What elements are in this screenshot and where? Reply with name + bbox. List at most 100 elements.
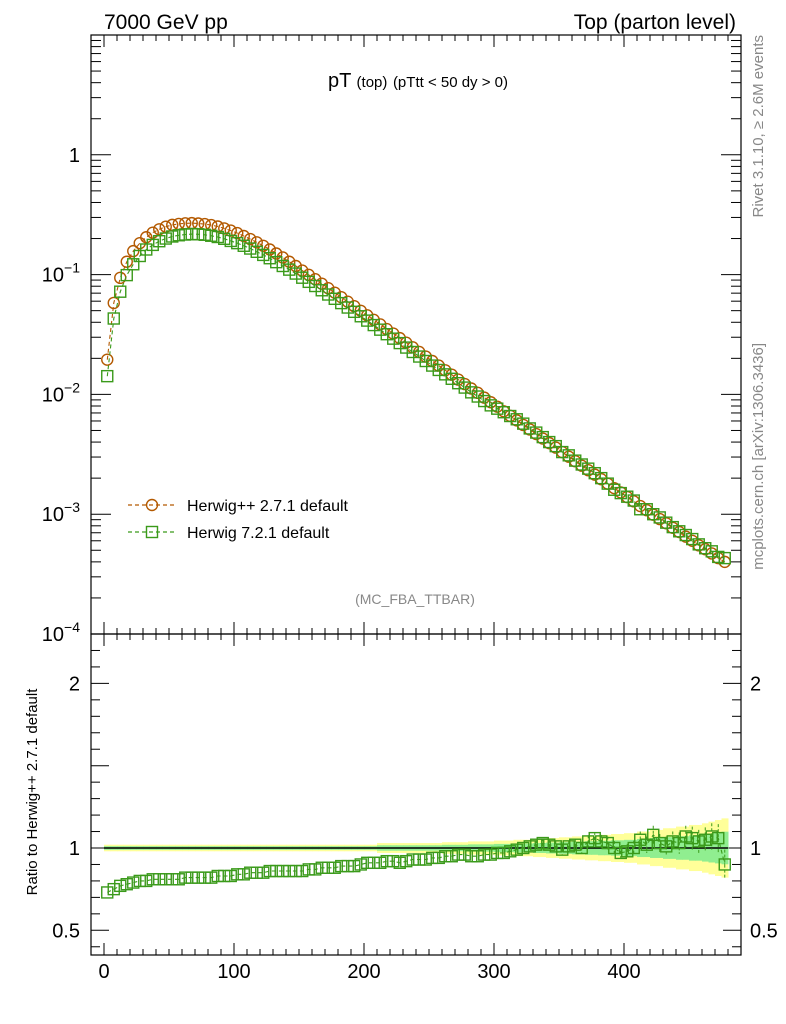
ratio-data-point-square [569,838,582,851]
ratio-data-point-square [361,856,374,870]
main-y-tick-label: 10−1 [42,260,80,287]
data-point-square [387,332,400,345]
ratio-data-point-square [718,858,731,871]
ratio-frame [90,633,742,956]
data-point-square [309,279,322,293]
ratio-data-point-square [614,846,627,860]
ratio-data-point-square [484,848,497,861]
data-point-square [530,426,543,439]
data-point-square [673,525,686,538]
ratio-data-point-square [543,838,556,851]
ratio-data-point-square [231,868,244,881]
ratio-data-point-square [374,856,387,870]
data-point-square [647,508,660,521]
ratio-data-point-square [101,886,114,899]
ratio-data-point-square [595,835,608,848]
data-point-square [692,538,705,551]
ratio-y-tick-label-right: 2 [750,673,761,695]
data-point-square [127,258,140,271]
data-point-square [250,245,263,258]
ratio-data-point-square [517,841,530,855]
data-point-square [614,486,627,500]
legend-label-herwigpp: Herwig++ 2.7.1 default [187,498,349,515]
data-point-square [393,336,406,350]
ratio-data-point-square [172,873,185,886]
data-point-square [484,399,497,412]
data-point-square [159,232,172,245]
ratio-data-point-square [510,843,523,856]
ratio-data-point-square [211,869,224,883]
ratio-data-point-square [322,861,335,874]
data-point-square [283,263,296,276]
data-point-square [523,422,536,435]
data-point-square [322,288,335,301]
data-point-square [315,284,328,297]
ratio-data-point-square [224,869,237,883]
data-point-square [432,363,445,377]
data-point-square [478,394,491,408]
data-point-square [198,228,211,241]
x-tick-label: 200 [347,961,380,983]
ratio-data-point-square [400,854,413,868]
data-point-square [101,369,114,383]
main-title: pT (top) (pTtt < 50 dy > 0) [328,70,508,92]
ratio-data-point-square [699,833,712,846]
data-point-square [354,310,367,323]
data-point-square [107,312,120,325]
data-point-square [237,239,250,252]
ratio-data-point-square [458,848,471,861]
data-point-square [445,372,458,385]
data-point-circle [133,236,146,250]
data-point-square [666,520,679,534]
ratio-data-point-square [276,864,289,878]
ratio-plot-area: 0 100 200 300 400 0.5 0.5 1 1 2 2 [52,633,778,983]
legend-label-herwig7: Herwig 7.2.1 default [187,525,330,542]
data-point-circle [289,259,302,273]
ratio-data-point-square [666,835,679,848]
ratio-data-point-square [692,835,705,848]
main-marks [101,216,731,569]
ratio-data-point-square [133,874,146,888]
header-left: 7000 GeV pp [104,11,228,34]
ratio-data-point-square [166,873,179,886]
data-point-circle [140,231,153,244]
ratio-data-point-square [270,864,283,878]
ratio-data-point-square [341,859,354,873]
data-point-circle [315,277,328,290]
data-point-square [302,275,315,289]
data-point-square [712,550,725,564]
data-point-square [575,458,588,471]
ratio-data-point-square [705,830,718,843]
ratio-data-point-square [263,864,276,878]
data-point-square [224,234,237,248]
data-point-circle [322,281,335,295]
data-point-circle [302,268,315,282]
ratio-data-point-square [556,843,569,856]
ratio-data-point-square [445,850,458,863]
data-point-square [491,402,504,415]
ratio-data-point-square [315,861,328,874]
ratio-data-point-square [335,859,348,873]
ratio-data-point-square [283,864,296,878]
data-point-square [608,483,621,496]
data-point-square [328,292,341,306]
ratio-data-point-square [257,866,270,879]
ratio-data-point-square [348,859,361,873]
data-point-square [289,267,302,280]
data-point-square [679,528,692,542]
data-point-circle [283,255,296,268]
data-point-square [263,252,276,265]
data-point-square [497,406,510,419]
ratio-data-point-square [159,873,172,886]
main-title-sub: (top) [357,74,388,91]
ratio-data-point-square [146,873,159,886]
ratio-y-tick-label-right: 1 [750,838,761,860]
data-point-square [179,228,192,241]
data-point-square [348,305,361,319]
ratio-data-point-square [536,836,549,850]
data-point-square [211,230,224,244]
data-point-square [517,417,530,430]
data-point-circle [114,271,127,285]
ratio-data-point-square [491,846,504,860]
data-point-square [296,271,309,284]
